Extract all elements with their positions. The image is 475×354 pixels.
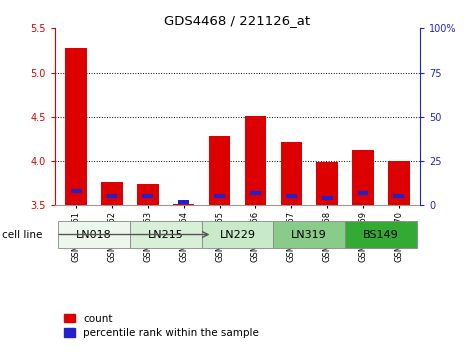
Bar	[101, 182, 123, 205]
Title: GDS4468 / 221126_at: GDS4468 / 221126_at	[164, 14, 311, 27]
Bar	[209, 136, 230, 205]
Bar	[286, 194, 297, 199]
Text: BS149: BS149	[363, 229, 399, 240]
Bar	[173, 204, 194, 205]
FancyBboxPatch shape	[58, 221, 130, 248]
Text: LN229: LN229	[219, 229, 256, 240]
Bar	[178, 200, 189, 204]
Bar	[322, 196, 332, 200]
Bar	[316, 162, 338, 205]
FancyBboxPatch shape	[130, 221, 202, 248]
FancyBboxPatch shape	[273, 221, 345, 248]
Text: LN018: LN018	[76, 229, 112, 240]
FancyBboxPatch shape	[202, 221, 273, 248]
Bar	[358, 191, 369, 195]
Text: LN215: LN215	[148, 229, 184, 240]
Bar	[393, 194, 404, 199]
Legend: count, percentile rank within the sample: count, percentile rank within the sample	[60, 310, 263, 342]
Bar	[245, 116, 266, 205]
Bar	[352, 150, 374, 205]
Text: cell line: cell line	[2, 230, 43, 240]
Bar	[66, 48, 87, 205]
Bar	[250, 191, 261, 195]
Bar	[281, 143, 302, 205]
Bar	[388, 161, 409, 205]
Bar	[71, 189, 82, 193]
Bar	[214, 194, 225, 199]
Bar	[137, 184, 159, 205]
Bar	[106, 194, 117, 199]
Text: LN319: LN319	[291, 229, 327, 240]
Bar	[142, 194, 153, 199]
FancyBboxPatch shape	[345, 221, 417, 248]
